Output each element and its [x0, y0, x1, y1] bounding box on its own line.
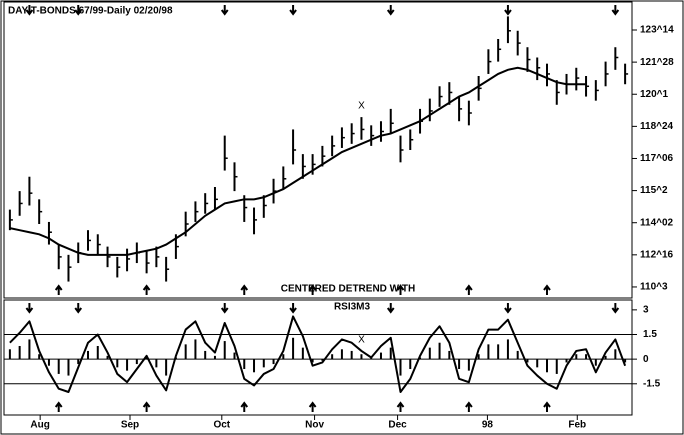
up-arrow — [54, 284, 63, 295]
y-tick-label: 121^28 — [640, 57, 674, 68]
x-marker: X — [358, 101, 365, 112]
x-tick-label: Oct — [213, 420, 230, 431]
down-arrow — [220, 303, 229, 314]
up-arrow — [240, 401, 249, 412]
annotation: RSI3M3 — [334, 302, 371, 313]
x-tick-label: Aug — [30, 420, 49, 431]
up-arrow — [54, 401, 63, 412]
annotation: CENTERED DETREND WITH — [281, 284, 415, 295]
y-tick-label: 3 — [643, 304, 649, 315]
y-tick-label: 1.5 — [643, 329, 657, 340]
x-tick-label: Nov — [305, 420, 324, 431]
up-arrow — [465, 401, 473, 412]
chart-title: DAY T-BONDS 67/99-Daily 02/20/98 — [8, 6, 173, 17]
up-arrow — [465, 284, 473, 295]
down-arrow — [504, 5, 512, 16]
x-tick-label: 98 — [482, 420, 494, 431]
up-arrow — [142, 284, 151, 295]
moving-average — [9, 66, 587, 256]
down-arrow — [220, 5, 229, 16]
oscillator-line — [9, 315, 627, 393]
price-panel — [3, 1, 633, 299]
down-arrow — [504, 303, 512, 314]
up-arrow — [543, 401, 551, 412]
down-arrow — [25, 5, 34, 16]
y-tick-label: 120^1 — [640, 89, 669, 100]
down-arrow — [386, 5, 395, 16]
y-tick-label: 0 — [643, 354, 649, 365]
down-arrow — [74, 5, 83, 16]
down-arrow — [611, 5, 620, 16]
y-tick-label: 117^06 — [640, 153, 674, 164]
x-tick-label: Dec — [388, 420, 407, 431]
up-arrow — [396, 284, 405, 295]
down-arrow — [289, 303, 297, 314]
down-arrow — [386, 303, 395, 314]
oscillator-panel — [3, 299, 633, 416]
up-arrow — [543, 284, 551, 295]
y-tick-label: 112^16 — [640, 249, 674, 260]
up-arrow — [142, 401, 151, 412]
y-tick-label: 123^14 — [640, 25, 674, 36]
up-arrow — [308, 284, 317, 295]
y-tick-label: 115^2 — [640, 185, 668, 196]
y-tick-label: 110^3 — [640, 282, 668, 293]
down-arrow — [289, 5, 297, 16]
y-tick-label: 114^02 — [640, 217, 674, 228]
down-arrow — [74, 303, 83, 314]
x-tick-label: Feb — [568, 420, 586, 431]
up-arrow — [396, 401, 405, 412]
down-arrow — [611, 303, 620, 314]
y-tick-label: -1.5 — [643, 378, 661, 389]
x-marker: X — [358, 335, 365, 346]
down-arrow — [25, 303, 34, 314]
up-arrow — [308, 401, 317, 412]
up-arrow — [240, 284, 249, 295]
x-tick-label: Sep — [121, 420, 139, 431]
y-tick-label: 118^24 — [640, 121, 674, 132]
